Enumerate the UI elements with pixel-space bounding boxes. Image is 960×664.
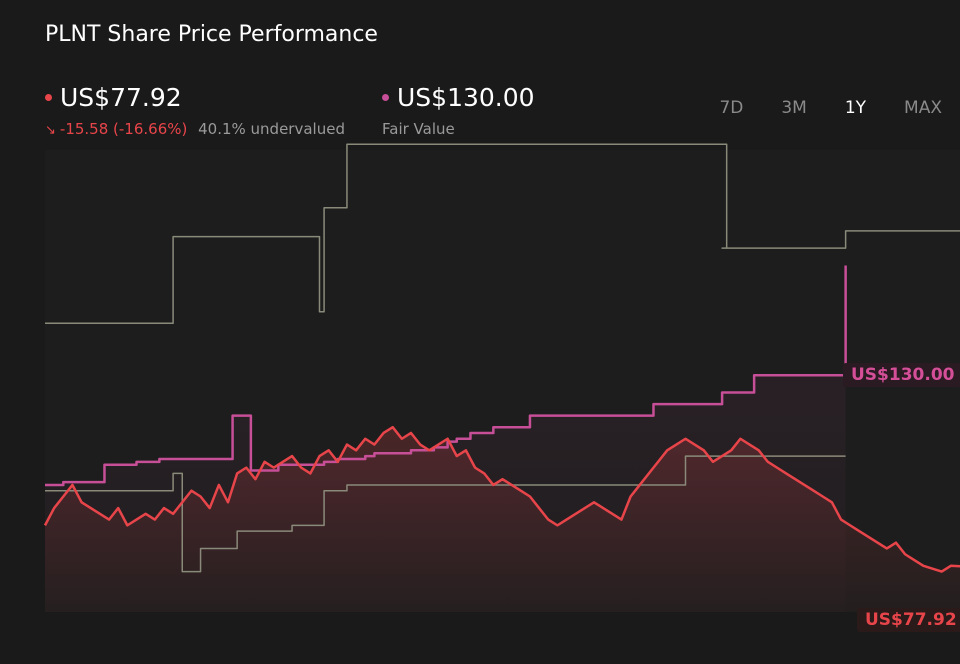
- range-max[interactable]: MAX: [904, 98, 942, 118]
- fair-value-label: Fair Value: [382, 120, 455, 138]
- fair-value-price: US$130.00: [397, 83, 535, 112]
- current-price-block: US$77.92 ↘ -15.58 (-16.66%) 40.1% underva…: [45, 83, 345, 138]
- page-title: PLNT Share Price Performance: [45, 22, 378, 47]
- range-1y[interactable]: 1Y: [844, 98, 867, 118]
- price-end-label: US$77.92: [857, 608, 960, 632]
- price-change: -15.58 (-16.66%): [59, 120, 188, 138]
- range-7d[interactable]: 7D: [719, 98, 744, 118]
- fair-value-dot-icon: [382, 94, 389, 101]
- time-range-selector: 7D 3M 1Y MAX: [681, 98, 942, 118]
- valuation-text: 40.1% undervalued: [198, 120, 345, 138]
- grey-upper-line: [45, 143, 960, 324]
- price-area: [45, 427, 960, 612]
- price-dot-icon: [45, 94, 52, 101]
- price-line: [43, 425, 960, 573]
- fair-value-line: [45, 265, 847, 487]
- range-3m[interactable]: 3M: [781, 98, 807, 118]
- fair-value-block: US$130.00 Fair Value: [382, 83, 535, 138]
- down-arrow-icon: ↘: [45, 123, 56, 138]
- current-price: US$77.92: [60, 83, 182, 112]
- grey-lower-line: [45, 455, 846, 573]
- fair-value-end-label: US$130.00: [843, 363, 960, 387]
